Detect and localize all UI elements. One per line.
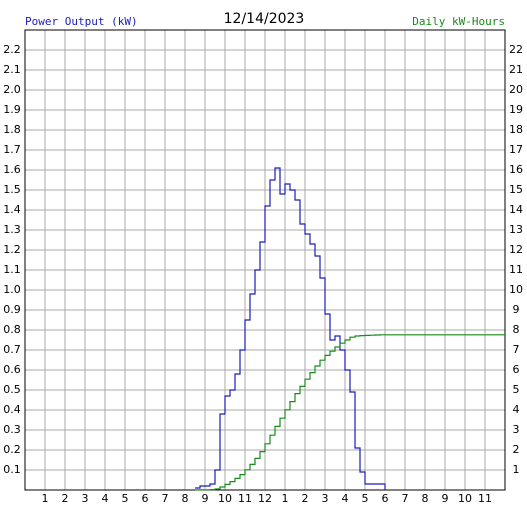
y-tick-label: 1.7 [3, 143, 21, 156]
y-tick-label: 0.1 [3, 463, 21, 476]
y2-tick-label: 2 [513, 443, 520, 456]
y-tick-label: 1.0 [3, 283, 21, 296]
x-tick-label: 6 [382, 492, 389, 505]
y-tick-label: 0.8 [3, 323, 21, 336]
x-tick-label: 9 [442, 492, 449, 505]
y2-tick-label: 7 [513, 343, 520, 356]
y-tick-label: 1.2 [3, 243, 21, 256]
y2-tick-label: 13 [509, 223, 523, 236]
y-tick-label: 1.5 [3, 183, 21, 196]
y-tick-label: 2.2 [3, 43, 21, 56]
x-tick-label: 11 [478, 492, 492, 505]
y2-tick-label: 11 [509, 263, 523, 276]
y2-tick-label: 12 [509, 243, 523, 256]
y-tick-label: 1.8 [3, 123, 21, 136]
x-tick-label: 2 [302, 492, 309, 505]
y-tick-label: 0.5 [3, 383, 21, 396]
y2-tick-label: 4 [513, 403, 520, 416]
y2-tick-label: 3 [513, 423, 520, 436]
x-tick-label: 2 [62, 492, 69, 505]
y2-tick-label: 16 [509, 163, 523, 176]
y2-tick-label: 22 [509, 43, 523, 56]
x-tick-label: 7 [162, 492, 169, 505]
x-tick-label: 1 [42, 492, 49, 505]
series-line [195, 334, 505, 491]
y2-tick-label: 19 [509, 103, 523, 116]
y-tick-label: 0.6 [3, 363, 21, 376]
x-tick-label: 4 [102, 492, 109, 505]
y-tick-label: 0.7 [3, 343, 21, 356]
x-tick-label: 7 [402, 492, 409, 505]
plot-border [24, 29, 506, 491]
y2-tick-label: 15 [509, 183, 523, 196]
y2-tick-label: 1 [513, 463, 520, 476]
y2-tick-label: 6 [513, 363, 520, 376]
x-tick-label: 8 [182, 492, 189, 505]
x-tick-label: 6 [142, 492, 149, 505]
x-tick-label: 8 [422, 492, 429, 505]
chart-title: 12/14/2023 [224, 11, 305, 27]
x-tick-label: 4 [342, 492, 349, 505]
y-tick-label: 1.9 [3, 103, 21, 116]
x-tick-label: 1 [282, 492, 289, 505]
y-tick-label: 0.9 [3, 303, 21, 316]
y2-tick-label: 17 [509, 143, 523, 156]
y-tick-label: 2.0 [3, 83, 21, 96]
x-tick-label: 10 [218, 492, 232, 505]
x-tick-label: 10 [458, 492, 472, 505]
y2-tick-label: 5 [513, 383, 520, 396]
x-tick-label: 3 [82, 492, 89, 505]
y-axis-label: Power Output (kW) [25, 15, 138, 28]
x-tick-label: 3 [322, 492, 329, 505]
y-tick-label: 1.1 [3, 263, 21, 276]
y-tick-label: 0.2 [3, 443, 21, 456]
y-tick-label: 1.6 [3, 163, 21, 176]
x-tick-label: 9 [202, 492, 209, 505]
x-tick-label: 5 [122, 492, 129, 505]
y2-tick-label: 14 [509, 203, 523, 216]
y2-axis-label: Daily kW-Hours [412, 15, 505, 28]
y-tick-label: 0.4 [3, 403, 21, 416]
y2-tick-label: 20 [509, 83, 523, 96]
y-tick-label: 1.3 [3, 223, 21, 236]
y2-tick-label: 9 [513, 303, 520, 316]
x-tick-label: 12 [258, 492, 272, 505]
series-line [195, 167, 386, 490]
x-tick-label: 11 [238, 492, 252, 505]
y2-tick-label: 21 [509, 63, 523, 76]
y2-tick-label: 18 [509, 123, 523, 136]
x-tick-label: 5 [362, 492, 369, 505]
y2-tick-label: 10 [509, 283, 523, 296]
y-tick-label: 2.1 [3, 63, 21, 76]
y2-tick-label: 8 [513, 323, 520, 336]
y-tick-label: 0.3 [3, 423, 21, 436]
y-tick-label: 1.4 [3, 203, 21, 216]
